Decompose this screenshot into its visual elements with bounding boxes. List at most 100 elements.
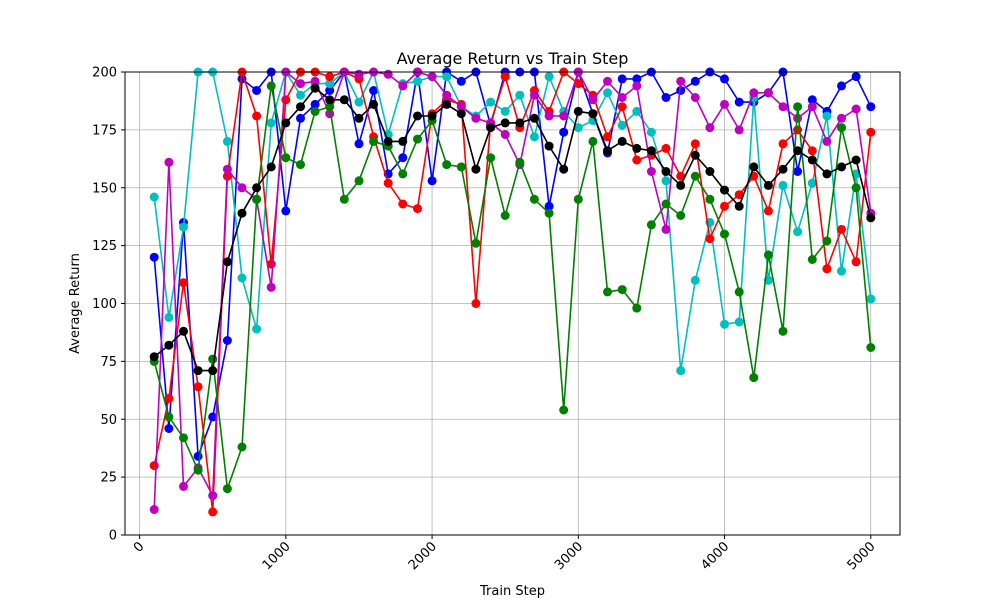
data-point xyxy=(296,113,305,123)
data-point xyxy=(310,83,320,93)
data-point xyxy=(442,99,452,109)
data-point xyxy=(164,412,174,422)
data-point xyxy=(793,227,803,237)
data-point xyxy=(179,433,188,443)
data-point xyxy=(266,81,276,91)
series-6 xyxy=(149,83,876,376)
data-point xyxy=(851,183,861,193)
data-point xyxy=(281,118,291,128)
data-point xyxy=(632,155,642,165)
data-point xyxy=(544,72,554,82)
data-point xyxy=(617,120,627,130)
data-point xyxy=(164,424,174,433)
data-point xyxy=(734,190,744,200)
data-point xyxy=(734,125,744,135)
data-point xyxy=(676,76,686,86)
data-point xyxy=(676,366,686,376)
data-point xyxy=(369,99,379,109)
data-point xyxy=(486,97,496,107)
data-point xyxy=(266,282,276,292)
data-point xyxy=(646,146,656,156)
data-point xyxy=(500,106,510,116)
data-point xyxy=(822,136,832,146)
data-point xyxy=(222,484,232,494)
data-point xyxy=(661,199,671,209)
data-point xyxy=(354,176,364,186)
data-point xyxy=(749,373,759,383)
data-point xyxy=(369,136,379,146)
data-point xyxy=(749,162,759,172)
data-point xyxy=(603,287,612,297)
data-point xyxy=(734,317,744,327)
data-point xyxy=(588,136,598,146)
data-point xyxy=(222,336,232,345)
data-point xyxy=(325,102,335,112)
data-point xyxy=(149,505,159,514)
data-point xyxy=(310,106,320,116)
data-point xyxy=(793,102,803,112)
data-point xyxy=(515,157,525,167)
data-point xyxy=(456,76,466,86)
data-point xyxy=(705,234,715,244)
data-point xyxy=(734,97,744,107)
data-point xyxy=(442,160,452,170)
data-point xyxy=(676,171,686,181)
x-axis-label: Train Step xyxy=(479,584,545,599)
data-point xyxy=(705,167,715,176)
series-5 xyxy=(149,81,876,494)
data-point xyxy=(588,95,598,105)
data-point xyxy=(222,136,232,146)
data-point xyxy=(222,257,232,267)
data-point xyxy=(442,90,452,100)
data-point xyxy=(690,139,700,149)
data-point xyxy=(515,90,525,100)
data-point xyxy=(383,69,393,79)
data-point xyxy=(822,264,832,274)
data-point xyxy=(720,74,729,84)
data-point xyxy=(179,222,188,232)
data-point xyxy=(413,134,422,144)
data-point xyxy=(778,180,788,190)
data-point xyxy=(149,252,159,262)
data-point xyxy=(559,127,569,137)
data-point xyxy=(573,194,583,204)
data-point xyxy=(456,102,466,112)
data-point xyxy=(617,136,627,146)
data-point xyxy=(632,143,642,153)
data-point xyxy=(500,130,510,139)
data-point xyxy=(266,118,276,128)
data-point xyxy=(310,76,320,86)
data-point xyxy=(208,354,218,364)
data-point xyxy=(632,81,642,91)
data-point xyxy=(413,111,422,121)
data-point xyxy=(515,118,525,128)
data-point xyxy=(690,275,700,285)
data-point xyxy=(822,236,832,246)
data-point xyxy=(193,451,203,461)
series-line xyxy=(153,85,872,490)
data-point xyxy=(559,111,569,121)
data-point xyxy=(486,153,496,163)
data-point xyxy=(807,155,817,165)
data-point xyxy=(690,150,700,160)
data-point xyxy=(603,88,612,98)
data-point xyxy=(720,319,729,329)
data-point xyxy=(354,97,364,107)
data-point xyxy=(237,183,247,193)
data-point xyxy=(661,176,671,186)
data-point xyxy=(544,141,554,151)
data-point xyxy=(252,194,262,204)
series-layer xyxy=(149,67,876,517)
data-point xyxy=(720,229,729,239)
data-point xyxy=(179,481,188,491)
data-point xyxy=(296,79,305,89)
data-point xyxy=(413,204,422,214)
data-point xyxy=(208,491,218,501)
data-point xyxy=(851,257,861,267)
data-point xyxy=(456,162,466,172)
data-point xyxy=(252,183,262,193)
y-tick-label: 25 xyxy=(100,471,117,486)
data-point xyxy=(866,213,876,223)
data-point xyxy=(164,312,174,322)
